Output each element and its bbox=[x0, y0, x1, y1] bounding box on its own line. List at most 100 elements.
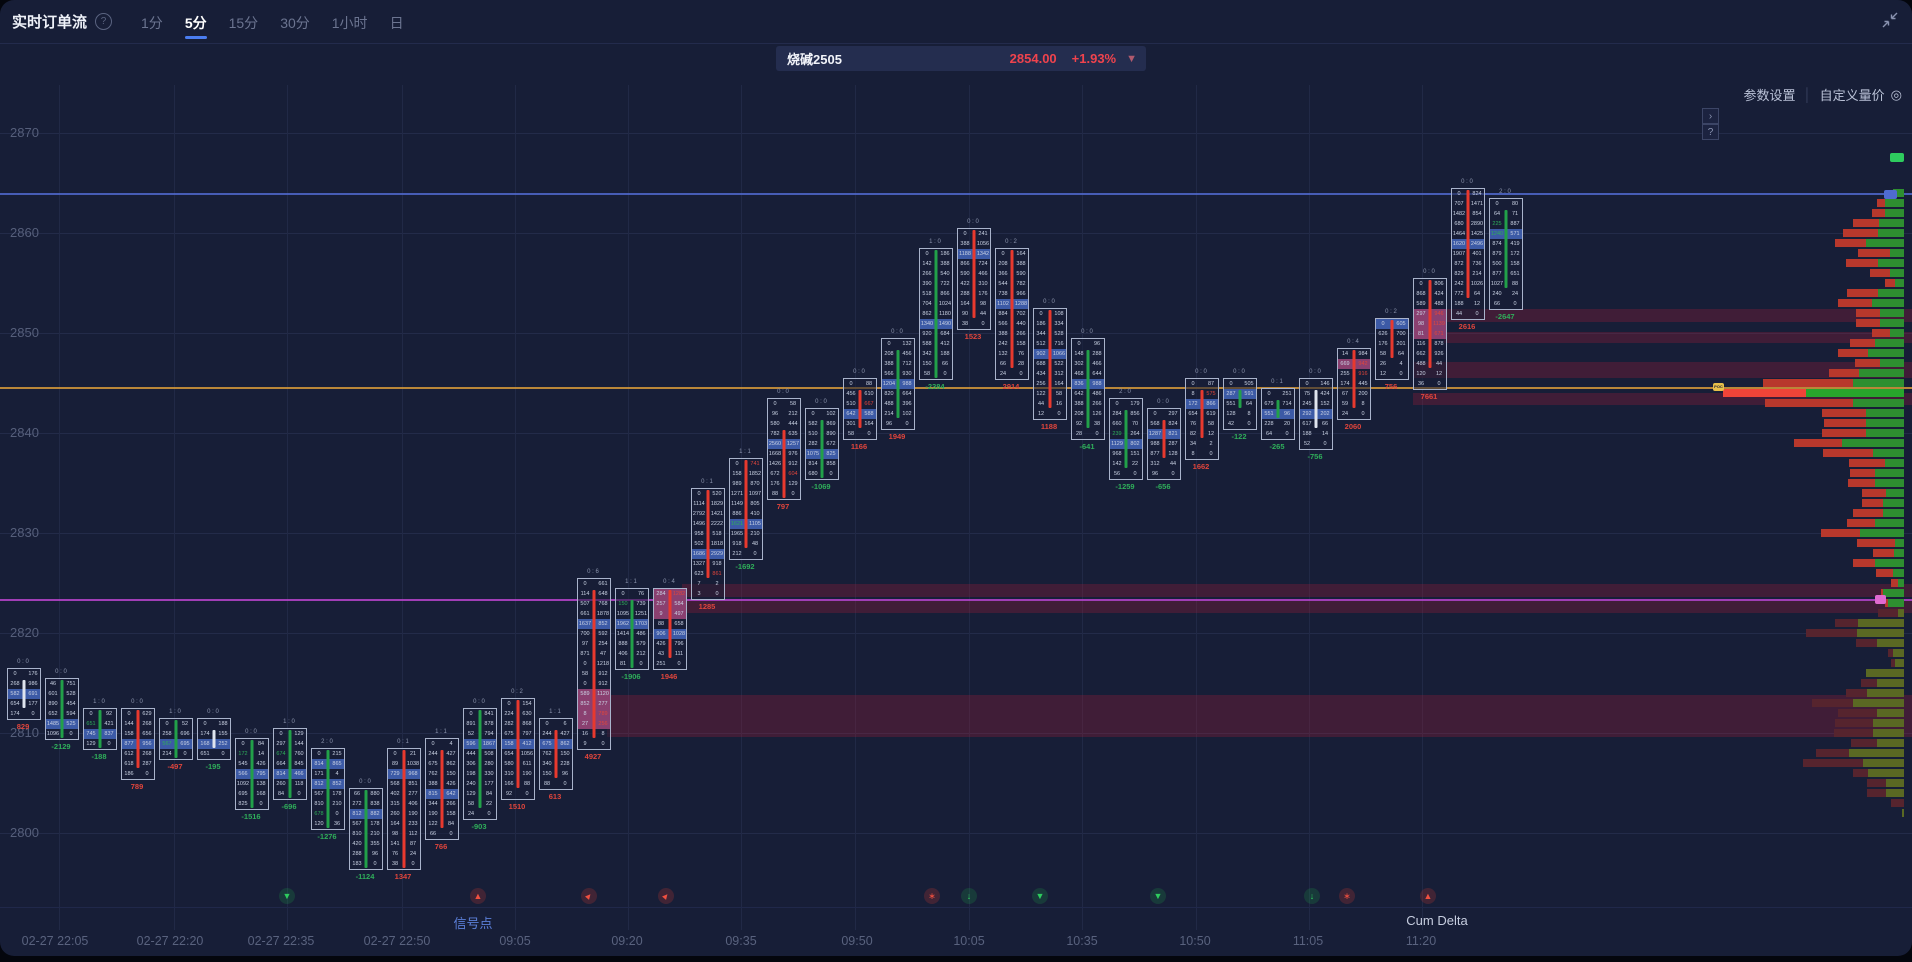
volume-profile-row bbox=[1763, 379, 1904, 387]
candle-direction-bar bbox=[1048, 310, 1052, 408]
candle-row: 1668 976 bbox=[768, 449, 800, 459]
signal-marker-bearish[interactable]: ∗ bbox=[924, 888, 940, 904]
candle-row: 388 426 bbox=[426, 779, 458, 789]
ask-volume: 88 bbox=[523, 781, 531, 787]
ask-volume: 150 bbox=[446, 771, 456, 777]
signal-marker-bearish[interactable]: ▲ bbox=[581, 888, 597, 904]
bid-volume: 568 bbox=[390, 781, 400, 787]
bid-volume: 675 bbox=[542, 741, 552, 747]
profile-buy-bar bbox=[1866, 429, 1904, 437]
volume-profile-row bbox=[1872, 329, 1904, 337]
bid-volume: 76 bbox=[1189, 421, 1197, 427]
bid-volume: 225 bbox=[1492, 221, 1502, 227]
bid-volume: 43 bbox=[657, 651, 665, 657]
candle-row: 8 575 bbox=[1186, 389, 1218, 399]
tab-5分[interactable]: 5分 bbox=[183, 3, 209, 41]
candle-row: 589 488 bbox=[1414, 299, 1446, 309]
signal-marker-bearish[interactable]: ▲ bbox=[658, 888, 674, 904]
candle-row: 810 210 bbox=[350, 829, 382, 839]
candle-delta-label: -1069 bbox=[811, 482, 831, 491]
signal-marker-bullish[interactable]: ▼ bbox=[1032, 888, 1048, 904]
ask-volume: 611 bbox=[522, 761, 532, 767]
candle-row: 0 21 bbox=[388, 749, 420, 759]
volume-price-icon[interactable]: ◎ bbox=[1890, 86, 1902, 102]
ask-volume: 0 bbox=[1247, 421, 1251, 427]
custom-volume-price-button[interactable]: 自定义量价 bbox=[1819, 88, 1885, 103]
tab-1小时[interactable]: 1小时 bbox=[331, 14, 368, 31]
profile-buy-bar bbox=[1886, 779, 1904, 787]
signal-marker-bullish[interactable]: ↓ bbox=[961, 888, 977, 904]
arrow-icon: ▼ bbox=[282, 891, 292, 901]
bid-volume: 8 bbox=[1191, 391, 1195, 397]
ask-volume: 0 bbox=[677, 661, 681, 667]
profile-sell-bar bbox=[1857, 539, 1895, 547]
signal-marker-bearish[interactable]: ∗ bbox=[1339, 888, 1355, 904]
candle-header-count: 1 : 0 bbox=[93, 699, 105, 705]
ask-volume: 66 bbox=[1321, 421, 1329, 427]
ask-volume: 0 bbox=[563, 781, 567, 787]
candle-row: 256 164 bbox=[1034, 379, 1066, 389]
tab-1分[interactable]: 1分 bbox=[141, 14, 163, 31]
candle-row: 150 96 bbox=[540, 769, 572, 779]
param-settings-button[interactable]: 参数设置 bbox=[1743, 88, 1796, 103]
candle-header-count: 0 : 0 bbox=[891, 329, 903, 335]
ask-volume: 6 bbox=[563, 721, 567, 727]
collapse-icon[interactable] bbox=[1880, 10, 1900, 30]
expand-panel-button[interactable]: › bbox=[1702, 108, 1719, 124]
bid-volume: 183 bbox=[352, 861, 362, 867]
candle-delta-label: 789 bbox=[130, 782, 144, 791]
candle-header-count: 0 : 0 bbox=[1233, 369, 1245, 375]
bid-volume: 150 bbox=[922, 361, 932, 367]
volume-profile-row bbox=[1834, 729, 1904, 737]
bid-volume: 884 bbox=[998, 311, 1008, 317]
ask-volume: 825 bbox=[826, 451, 836, 457]
profile-sell-bar bbox=[1862, 499, 1883, 507]
candle-row: 116 878 bbox=[1414, 339, 1446, 349]
ask-volume: 635 bbox=[788, 431, 798, 437]
candle-delta-label: 797 bbox=[776, 502, 790, 511]
profile-sell-bar bbox=[1838, 349, 1868, 357]
candle-header-count: 0 : 6 bbox=[587, 569, 599, 575]
profile-buy-bar bbox=[1875, 479, 1904, 487]
signal-marker-bearish[interactable]: ▲ bbox=[470, 888, 486, 904]
signal-marker-bearish[interactable]: ▲ bbox=[1420, 888, 1436, 904]
ask-volume: 64 bbox=[1397, 351, 1405, 357]
bid-volume: 0 bbox=[1077, 341, 1081, 347]
ask-volume: 36 bbox=[333, 821, 341, 827]
bid-volume: 66 bbox=[999, 361, 1007, 367]
candle-row: 680 0 bbox=[806, 469, 838, 479]
signal-marker-bullish[interactable]: ▼ bbox=[1150, 888, 1166, 904]
candle-row: 260 118 bbox=[274, 779, 306, 789]
signal-marker-bullish[interactable]: ▼ bbox=[279, 888, 295, 904]
tab-15分[interactable]: 15分 bbox=[228, 14, 259, 31]
bid-volume: 836 bbox=[1074, 381, 1084, 387]
candle-row: 0 96 bbox=[1072, 339, 1104, 349]
ask-volume: 658 bbox=[674, 621, 684, 627]
title-help-icon[interactable]: ? bbox=[95, 13, 113, 30]
volume-profile-row bbox=[1835, 619, 1904, 627]
ask-volume: 0 bbox=[943, 371, 947, 377]
bid-volume: 128 bbox=[1226, 411, 1236, 417]
signal-marker-bullish[interactable]: ↓ bbox=[1304, 888, 1320, 904]
ask-volume: 651 bbox=[1510, 271, 1520, 277]
tab-30分[interactable]: 30分 bbox=[280, 14, 310, 31]
top-bar: 实时订单流 ? 1分 5分 15分 30分 1小时 日 bbox=[0, 0, 1912, 44]
instrument-selector[interactable]: 烧碱2505 2854.00 +1.93% ▼ bbox=[776, 46, 1146, 71]
profile-buy-bar bbox=[1853, 399, 1904, 407]
tab-日[interactable]: 日 bbox=[389, 14, 404, 31]
chevron-down-icon[interactable]: ▼ bbox=[1126, 52, 1137, 65]
bid-volume: 172 bbox=[1188, 401, 1198, 407]
ask-volume: 610 bbox=[864, 391, 874, 397]
panel-help-button[interactable]: ? bbox=[1702, 124, 1719, 140]
candle-row: 612 268 bbox=[122, 749, 154, 759]
bid-volume: 669 bbox=[1340, 361, 1350, 367]
candle-row: 214 102 bbox=[882, 409, 914, 419]
ask-volume: 956 bbox=[142, 741, 152, 747]
signal-points-legend[interactable]: 信号点 bbox=[453, 916, 493, 931]
ask-volume: 695 bbox=[180, 741, 190, 747]
candle-row: 171 4 bbox=[312, 769, 344, 779]
bid-volume: 52 bbox=[1303, 441, 1311, 447]
bid-volume: 507 bbox=[580, 601, 590, 607]
bid-volume: 59 bbox=[1341, 401, 1349, 407]
profile-buy-bar bbox=[1880, 319, 1904, 327]
